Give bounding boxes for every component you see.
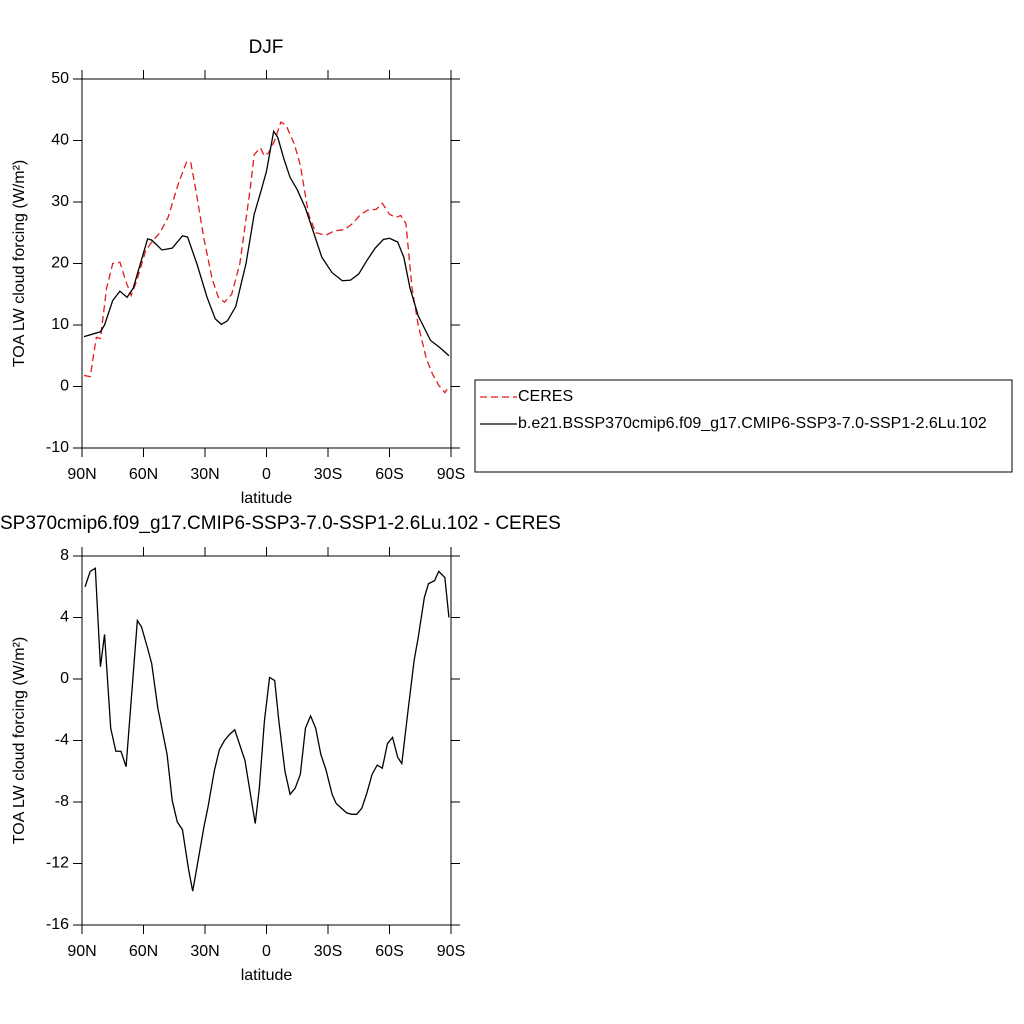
y-tick-label: 8 <box>60 547 69 564</box>
legend-label: b.e21.BSSP370cmip6.f09_g17.CMIP6-SSP3-7.… <box>518 415 987 432</box>
plot-frame <box>81 555 452 926</box>
y-tick-label: -12 <box>46 855 69 872</box>
x-tick-label: 30S <box>314 466 342 483</box>
y-axis-label: TOA LW cloud forcing (W/m²) <box>11 160 28 367</box>
x-tick-label: 60N <box>129 466 158 483</box>
x-tick-label: 60S <box>375 943 403 960</box>
x-tick-label: 60N <box>129 943 158 960</box>
x-tick-label: 90S <box>437 466 465 483</box>
plot-frame <box>81 78 452 449</box>
data-line <box>84 567 450 892</box>
x-tick-label: 90S <box>437 943 465 960</box>
y-tick-label: -8 <box>55 793 69 810</box>
y-tick-label: 20 <box>51 255 69 272</box>
legend-label: CERES <box>518 388 573 405</box>
x-tick-label: 0 <box>262 943 271 960</box>
y-tick-label: -10 <box>46 439 69 456</box>
x-tick-label: 90N <box>67 466 96 483</box>
x-tick-label: 30N <box>190 466 219 483</box>
x-tick-label: 30N <box>190 943 219 960</box>
y-tick-label: -4 <box>55 732 69 749</box>
y-tick-label: 30 <box>51 193 69 210</box>
x-tick-label: 0 <box>262 466 271 483</box>
y-tick-label: 0 <box>60 378 69 395</box>
y-tick-label: 0 <box>60 670 69 687</box>
y-tick-label: 40 <box>51 132 69 149</box>
chart-title: DJF <box>249 37 284 58</box>
x-tick-label: 30S <box>314 943 342 960</box>
legend-box <box>474 379 1013 473</box>
y-tick-label: 10 <box>51 316 69 333</box>
y-tick-label: 4 <box>60 609 69 626</box>
data-line <box>83 121 450 394</box>
y-tick-label: 50 <box>51 70 69 87</box>
x-axis-label: latitude <box>241 967 293 984</box>
y-tick-label: -16 <box>46 916 69 933</box>
x-tick-label: 90N <box>67 943 96 960</box>
x-axis-label: latitude <box>241 490 293 507</box>
x-tick-label: 60S <box>375 466 403 483</box>
data-line <box>83 129 450 357</box>
y-axis-label: TOA LW cloud forcing (W/m²) <box>11 637 28 844</box>
chart-title: SP370cmip6.f09_g17.CMIP6-SSP3-7.0-SSP1-2… <box>0 513 561 534</box>
